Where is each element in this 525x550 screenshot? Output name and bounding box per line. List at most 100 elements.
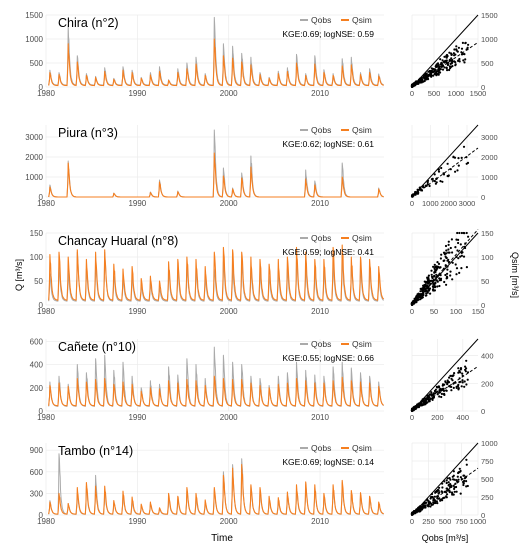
scatter-point [447, 240, 450, 243]
scatter-point [457, 257, 460, 260]
scatter-point [429, 292, 432, 295]
scatter-x-tick-label: 50 [430, 307, 438, 316]
scatter-point [430, 273, 433, 276]
scatter-point [436, 285, 439, 288]
identity-line [411, 232, 479, 306]
scatter-point [437, 70, 440, 73]
scatter-point [458, 271, 461, 274]
scatter-y-tick-label: 1000 [481, 35, 498, 44]
scatter-point [447, 243, 450, 246]
scatter-point [461, 381, 464, 384]
scatter-point [427, 399, 431, 402]
scatter-point [437, 385, 440, 388]
panel-title: Cañete (n°10) [58, 340, 136, 354]
scatter-point [458, 471, 461, 474]
scatter-point [463, 232, 466, 235]
scatter-y-axis-label: Qsim [m³/s] [510, 252, 520, 298]
scatter-point [430, 69, 434, 73]
scatter-point [461, 379, 464, 382]
scatter-point [437, 170, 441, 173]
scatter-point [453, 487, 456, 490]
panel-title: Chancay Huaral (n°8) [58, 234, 178, 248]
scatter-point [447, 381, 451, 384]
scatter-point [454, 64, 457, 67]
scatter-y-tick-label: 3000 [481, 133, 498, 142]
scatter-point [462, 483, 465, 487]
x-tick-label: 1980 [37, 413, 55, 422]
scatter-point [455, 49, 458, 52]
scatter-point [457, 367, 460, 370]
scatter-point [456, 231, 459, 235]
scatter-point [447, 481, 450, 484]
scatter-point [446, 493, 449, 496]
panel-metrics: KGE:0.59; logNSE: 0.41 [282, 247, 374, 257]
scatter-point [438, 277, 441, 280]
scatter-x-tick-label: 1000 [470, 517, 487, 526]
scatter-point [422, 186, 425, 189]
scatter-4: 0 0 200 200 400 400 [410, 338, 494, 422]
scatter-point [451, 493, 454, 496]
scatter-x-tick-label: 0 [410, 199, 414, 208]
scatter-point [432, 265, 435, 268]
scatter-point [445, 389, 448, 392]
scatter-point [443, 66, 446, 69]
scatter-point [451, 278, 454, 281]
fit-line [411, 41, 479, 88]
scatter-point [422, 76, 425, 79]
panel-3: 0 50 100 150 1980 1990 2000 2010 Chancay Huaral … [30, 229, 494, 316]
scatter-point [445, 481, 448, 485]
scatter-point [454, 246, 457, 249]
scatter-point [454, 263, 457, 266]
scatter-x-tick-label: 1000 [422, 199, 439, 208]
scatter-point [450, 385, 453, 388]
x-tick-label: 1990 [128, 413, 146, 422]
scatter-1: 0 0 500 500 1000 1000 1500 1500 [410, 11, 498, 98]
scatter-point [458, 57, 461, 61]
panel-metrics: KGE:0.69; logNSE: 0.59 [282, 29, 374, 39]
scatter-point [445, 487, 448, 490]
legend-label-qsim: Qsim [352, 339, 372, 349]
scatter-y-tick-label: 500 [481, 59, 494, 68]
scatter-point [434, 491, 437, 494]
panel-metrics: KGE:0.55; logNSE: 0.66 [282, 353, 374, 363]
scatter-point [427, 503, 430, 506]
identity-line [411, 442, 479, 516]
scatter-point [457, 383, 460, 386]
scatter-point [426, 397, 429, 400]
scatter-point [435, 71, 438, 74]
scatter-point [440, 395, 443, 399]
identity-line [411, 124, 479, 198]
scatter-point [449, 270, 452, 273]
scatter-point [438, 284, 441, 288]
scatter-point [432, 74, 435, 77]
scatter-point [433, 495, 436, 498]
scatter-point [446, 268, 449, 271]
series-line-qsim [48, 38, 384, 87]
x-tick-label: 2000 [220, 199, 238, 208]
scatter-point [457, 164, 460, 167]
scatter-point [448, 68, 451, 72]
x-tick-label: 1990 [128, 517, 146, 526]
scatter-point [437, 262, 441, 265]
scatter-x-tick-label: 500 [428, 89, 441, 98]
scatter-point [446, 477, 449, 480]
scatter-point [454, 170, 457, 173]
scatter-point [466, 371, 470, 374]
scatter-point [462, 255, 466, 258]
scatter-point [455, 490, 458, 493]
fit-line [411, 147, 479, 198]
scatter-point [462, 145, 466, 148]
scatter-point [422, 288, 425, 291]
scatter-point [427, 500, 430, 503]
scatter-point [457, 387, 460, 390]
scatter-point [444, 380, 447, 383]
scatter-point [462, 480, 465, 483]
scatter-point [433, 68, 436, 71]
scatter-point [437, 497, 440, 500]
y-tick-label: 2000 [25, 153, 43, 162]
series-line-qsim [48, 244, 385, 301]
scatter-point [429, 71, 432, 74]
scatter-point [451, 251, 454, 254]
scatter-point [444, 244, 448, 248]
